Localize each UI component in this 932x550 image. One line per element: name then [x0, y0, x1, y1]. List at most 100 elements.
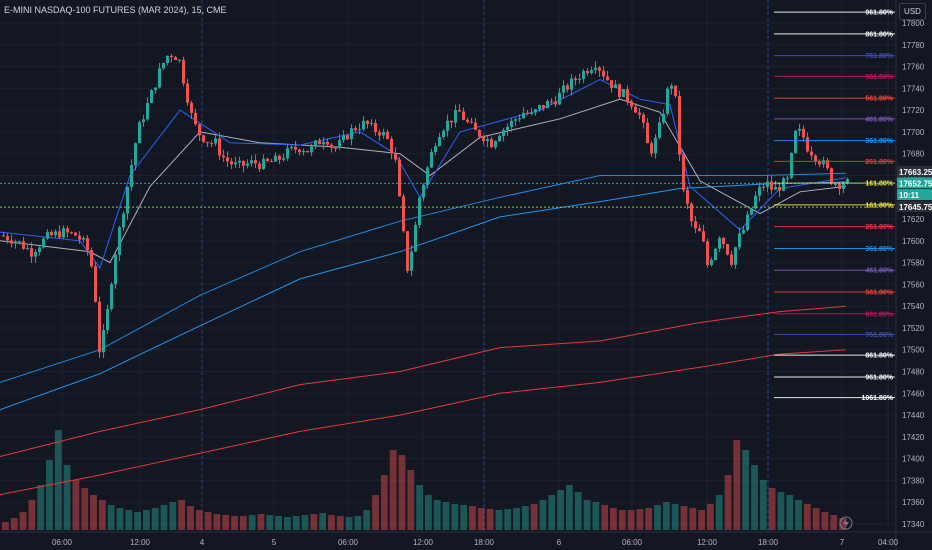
candle-body: [350, 128, 354, 140]
volume-bar: [803, 504, 811, 530]
volume-bar: [548, 495, 556, 530]
candle-body: [750, 208, 754, 215]
candle-body: [466, 119, 470, 122]
candle-body: [274, 155, 278, 162]
volume-bar: [19, 512, 27, 530]
price-axis-panel[interactable]: [896, 0, 932, 550]
volume-bar: [707, 504, 714, 530]
fib-upper-level-label: 961.80%: [865, 10, 893, 17]
candle-body: [738, 233, 742, 248]
candle-body: [378, 132, 382, 136]
candlesticks: [2, 53, 850, 358]
volume-bar: [28, 500, 36, 530]
candle-body: [234, 162, 238, 165]
volume-bar: [2, 522, 9, 530]
volume-bar: [777, 492, 785, 530]
volume-bar: [416, 485, 423, 530]
candle-body: [778, 187, 782, 191]
candle-body: [346, 135, 350, 140]
volume-bar: [504, 509, 512, 530]
candle-body: [90, 250, 94, 267]
volume-bar: [530, 504, 538, 530]
volume-bar: [72, 480, 80, 530]
candle-body: [2, 235, 6, 237]
candle-body: [742, 229, 746, 234]
volume-bar: [204, 512, 212, 530]
candle-body: [694, 221, 698, 229]
candle-body: [590, 69, 594, 74]
candle-body: [810, 151, 814, 156]
volume-bar: [513, 508, 520, 530]
candle-body: [238, 160, 242, 163]
candle-body: [710, 259, 714, 266]
candle-body: [70, 232, 74, 234]
volume-bar: [521, 506, 529, 530]
candle-body: [662, 113, 666, 123]
volume-bar: [557, 490, 564, 530]
candle-body: [730, 254, 734, 265]
volume-bar: [433, 500, 441, 530]
candle-body: [38, 247, 42, 253]
candle-body: [418, 197, 422, 226]
candle-body: [382, 131, 386, 136]
candle-body: [130, 165, 134, 188]
volume-bar: [574, 492, 582, 530]
volume-bar: [125, 510, 133, 530]
replay-lightning-icon[interactable]: [839, 516, 853, 530]
ma-slow-lower-line: [0, 181, 847, 411]
candle-body: [414, 225, 418, 252]
candle-body: [86, 238, 90, 251]
candle-body: [198, 124, 202, 136]
fib-upper-level-label: 461.80%: [865, 116, 893, 123]
fibonacci-extension[interactable]: 961.80% 861.80% 761.80% 661.80% 561.80% 461.8…: [774, 10, 895, 403]
candle-body: [302, 150, 306, 153]
volume-bar: [187, 506, 194, 530]
volume-bars: [2, 430, 846, 530]
candle-body: [386, 131, 390, 139]
currency-unit-button[interactable]: USD: [899, 3, 926, 20]
time-tick-label: 12:00: [697, 538, 718, 547]
candle-body: [654, 137, 658, 154]
candle-body: [162, 62, 166, 69]
candle-body: [766, 181, 770, 188]
volume-bar: [63, 465, 71, 530]
candle-body: [718, 237, 722, 249]
volume-bar: [257, 514, 265, 530]
candle-body: [782, 178, 786, 191]
candle-body: [574, 78, 578, 81]
candle-body: [794, 130, 798, 153]
candle-body: [142, 119, 146, 123]
volume-bar: [477, 508, 485, 530]
fib-upper-level-label: 561.80%: [865, 96, 893, 103]
time-tick-label: 06:00: [338, 538, 359, 547]
volume-bar: [759, 480, 767, 530]
candle-body: [658, 122, 662, 138]
candle-body: [202, 135, 206, 142]
candle-body: [558, 92, 562, 105]
price-tag-box: [897, 177, 932, 189]
candle-body: [194, 112, 198, 125]
candle-body: [242, 160, 246, 166]
time-axis[interactable]: 06:00 12:00 4 5 06:00 12:00 18:00 6 06:00 12:00 18…: [52, 538, 899, 547]
candle-body: [534, 109, 538, 113]
candle-body: [174, 57, 178, 60]
candle-body: [650, 143, 654, 154]
symbol-title[interactable]: E-MINI NASDAQ-100 FUTURES (MAR 2024), 15…: [4, 5, 227, 15]
candle-body: [326, 141, 330, 145]
candle-body: [594, 67, 598, 70]
price-tick-label: 17720: [902, 106, 925, 115]
candle-body: [410, 251, 414, 271]
volume-bar: [671, 504, 679, 530]
candle-body: [606, 76, 610, 81]
candle-body: [138, 122, 142, 144]
price-tick-label: 17540: [902, 302, 925, 311]
candle-body: [322, 141, 326, 145]
ma-200-lower-line: [0, 349, 847, 496]
candle-body: [122, 213, 126, 228]
candle-body: [802, 128, 806, 138]
candle-body: [570, 78, 574, 90]
candle-body: [58, 231, 62, 238]
candle-body: [30, 248, 34, 257]
time-tick-label: 12:00: [413, 538, 434, 547]
